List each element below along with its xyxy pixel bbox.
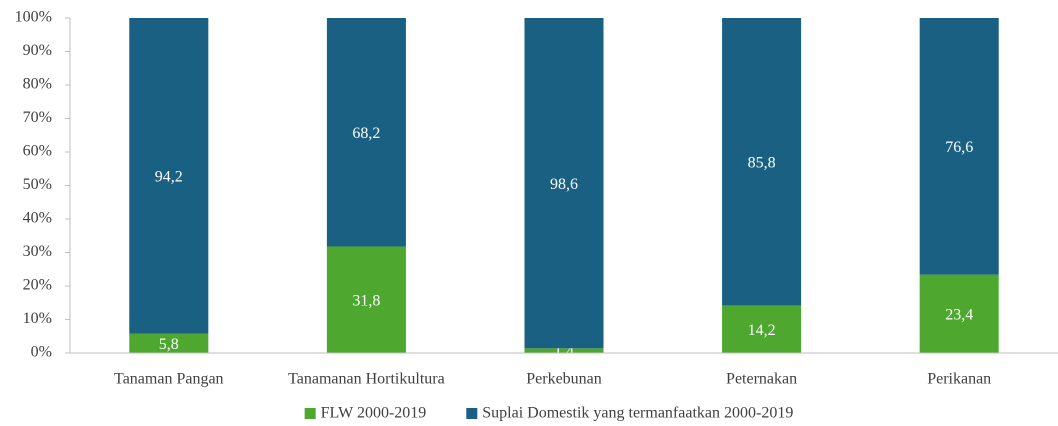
data-label: 94,2 xyxy=(155,168,183,185)
bar-segment xyxy=(722,305,802,353)
y-tick-label: 100% xyxy=(15,9,52,26)
bar-segment xyxy=(129,333,209,353)
data-label: 68,2 xyxy=(352,125,380,142)
bar-segment xyxy=(129,18,209,334)
data-label: 23,4 xyxy=(945,306,973,323)
legend-label: FLW 2000-2019 xyxy=(321,405,427,422)
y-tick-label: 40% xyxy=(23,210,52,227)
bar-segment xyxy=(524,18,604,349)
x-tick-label: Tanamanan Hortikultura xyxy=(288,371,445,388)
data-label: 31,8 xyxy=(352,292,380,309)
y-tick-label: 30% xyxy=(23,243,52,260)
y-tick-label: 20% xyxy=(23,277,52,294)
bar-segment xyxy=(326,18,406,247)
y-tick-label: 10% xyxy=(23,310,52,327)
x-tick-label: Tanaman Pangan xyxy=(114,371,224,388)
data-label: 76,6 xyxy=(945,139,973,156)
bar-segment xyxy=(919,274,999,353)
y-tick-label: 80% xyxy=(23,76,52,93)
data-label: 98,6 xyxy=(550,176,578,193)
x-tick-label: Perikanan xyxy=(927,371,991,388)
data-label: 85,8 xyxy=(748,154,776,171)
x-tick-label: Peternakan xyxy=(726,371,797,388)
y-tick-label: 0% xyxy=(31,344,52,361)
x-tick-label: Perkebunan xyxy=(526,371,602,388)
bar-segment xyxy=(326,246,406,353)
bar-segment xyxy=(524,348,604,353)
legend-swatch xyxy=(304,408,316,419)
y-tick-label: 60% xyxy=(23,143,52,160)
bar-segment xyxy=(919,18,999,275)
y-tick-label: 90% xyxy=(23,42,52,59)
data-label: 5,8 xyxy=(159,336,179,353)
legend-swatch xyxy=(466,408,478,419)
data-label: 14,2 xyxy=(748,322,776,339)
y-tick-label: 50% xyxy=(23,176,52,193)
y-tick-label: 70% xyxy=(23,109,52,126)
legend-label: Suplai Domestik yang termanfaatkan 2000-… xyxy=(482,405,793,422)
bar-segment xyxy=(722,18,802,306)
